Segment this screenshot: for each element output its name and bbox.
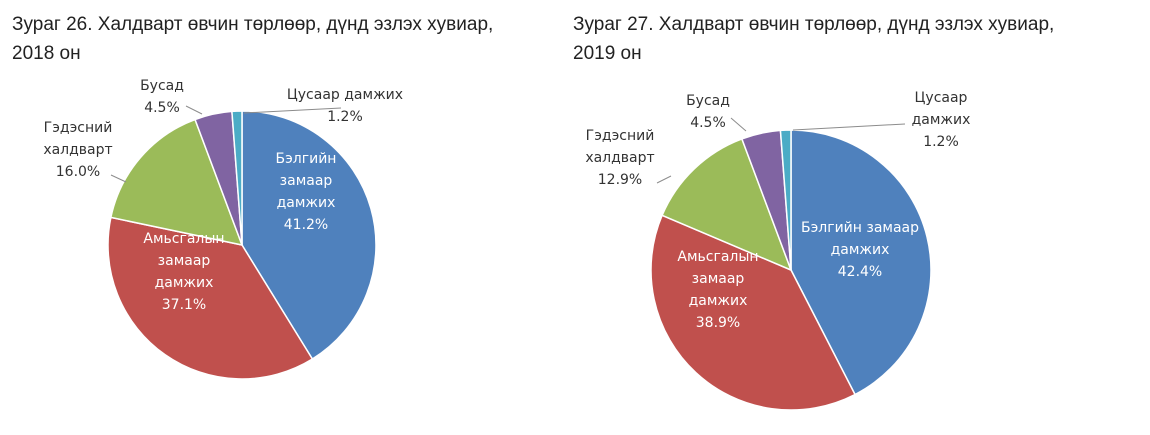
leader-line [243,107,342,114]
leader-line [110,174,127,183]
slice-value-label: 16.0% [56,164,100,180]
slice-category-label: Амьсгалын [143,231,224,247]
slice-value-label: 38.9% [696,315,740,331]
chart-title-line: Зураг 26. Халдварт өвчин төрлөөр, дүнд э… [12,14,494,35]
slice-category-label: замаар [692,271,745,287]
slice-value-label: 41.2% [284,217,328,233]
chart-title-line: Зураг 27. Халдварт өвчин төрлөөр, дүнд э… [573,14,1055,35]
slice-category-label: халдварт [43,142,112,158]
slice-category-label: Гэдэсний [44,120,113,136]
slice-value-label: 12.9% [598,172,642,188]
pie-svg: Бэлгийн замаар дамжих 41.2% Амьсгалын замаар д… [43,78,403,380]
pie-slice [779,129,792,271]
slice-category-label: дамжих [831,242,890,258]
pie-chart-2018: Зураг 26. Халдварт өвчин төрлөөр, дүнд э… [0,0,565,435]
slice-category-label: Цусаар [915,90,968,106]
pie-slice [109,118,244,247]
chart-title-line: 2019 он [573,43,642,64]
slice-category-label: дамжих [155,275,214,291]
slice-category-label: замаар [158,253,211,269]
slice-category-label: дамжих [912,112,971,128]
slice-value-label: 1.2% [923,134,959,150]
slice-category-label: замаар [280,173,333,189]
slice-value-label: 37.1% [162,297,206,313]
pie-slice [241,110,377,361]
slice-category-label: дамжих [277,195,336,211]
pie-slice [231,110,243,246]
chart-title-line: 2018 он [12,43,81,64]
slice-category-label: Цусаар дамжих [287,87,403,103]
slice-value-label: 4.5% [144,100,180,116]
slice-value-label: 1.2% [327,109,363,125]
slice-category-label: Бэлгийн [276,151,337,167]
slice-category-label: Гэдэсний [586,128,655,144]
pie-svg: Бэлгийн замаар дамжих 42.4% Амьсгалын замаар… [585,90,971,411]
leader-line [792,123,906,131]
slice-category-label: халдварт [585,150,654,166]
leader-line [730,117,747,132]
slice-category-label: дамжих [689,293,748,309]
leader-line [185,105,203,115]
chart-title: Зураг 27. Халдварт өвчин төрлөөр, дүнд э… [573,10,1123,68]
chart-title: Зураг 26. Халдварт өвчин төрлөөр, дүнд э… [12,10,562,68]
pie-slice [790,129,932,396]
leader-line [656,175,672,184]
pie-slice [107,216,314,380]
slice-category-label: Бусад [140,78,184,94]
pie-chart-2019: Зураг 27. Халдварт өвчин төрлөөр, дүнд э… [565,0,1150,435]
pie-slice [650,214,857,411]
slice-value-label: 42.4% [838,264,882,280]
slice-category-label: Бэлгийн замаар [801,220,919,236]
slice-category-label: Амьсгалын [677,249,758,265]
pie-slice [661,137,793,272]
slice-category-label: Бусад [686,93,730,109]
slice-value-label: 4.5% [690,115,726,131]
